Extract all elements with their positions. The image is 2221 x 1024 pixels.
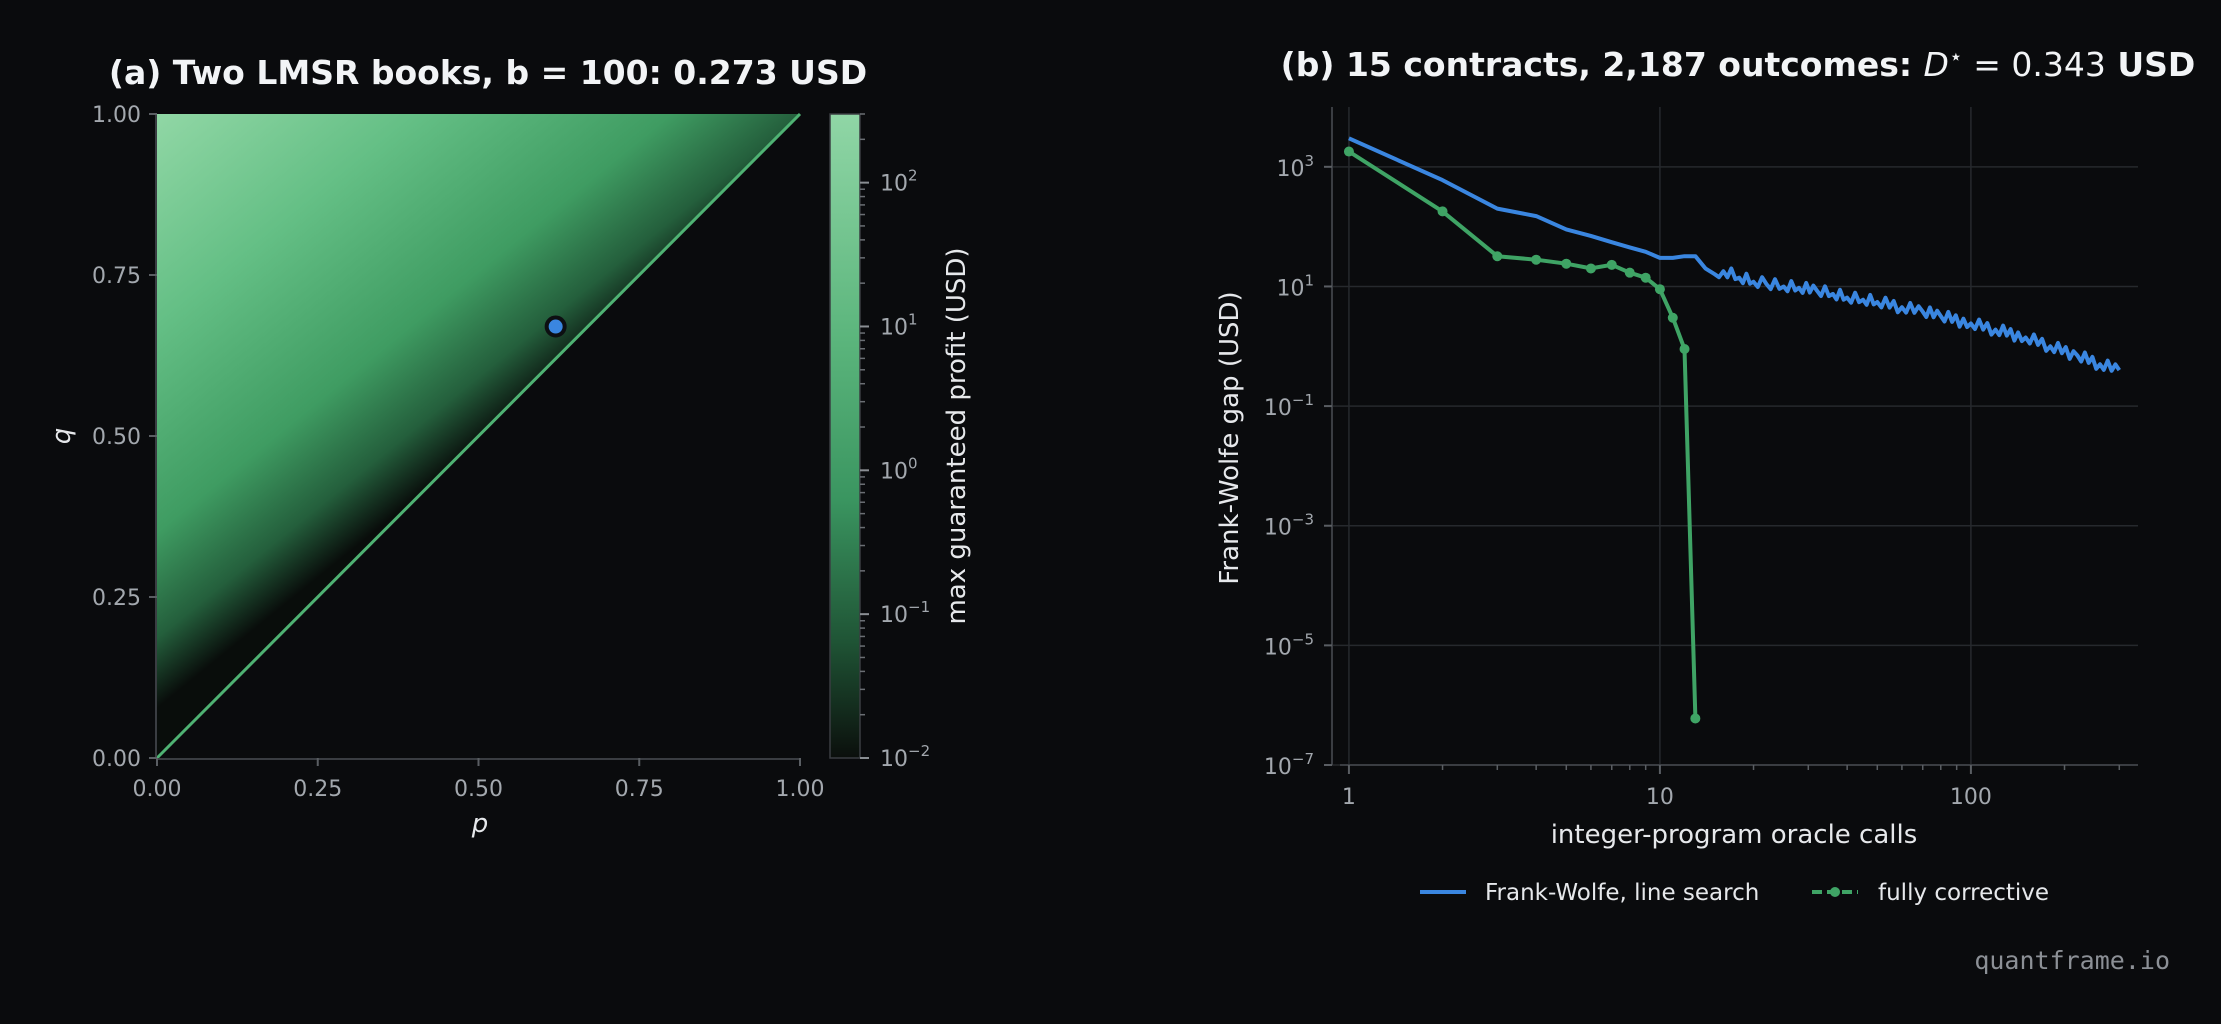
current-price-marker[interactable] [544, 315, 567, 338]
panel-a-title: (a) Two LMSR books, b = 100: 0.273 USD [109, 53, 867, 92]
x-tick-label-b: 100 [1950, 785, 1992, 810]
y-tick-label-b: 101 [1276, 271, 1314, 301]
x-tick-label-b: 1 [1342, 785, 1356, 810]
series-fully-corrective-markers [1343, 146, 1701, 724]
x-axis-label-a: p [471, 809, 489, 839]
x-tick-label-b: 10 [1646, 785, 1674, 810]
data-point-fully-corrective [1667, 312, 1678, 323]
legend-item-frank-wolfe[interactable]: Frank-Wolfe, line search [1420, 880, 1759, 906]
data-point-fully-corrective [1624, 267, 1635, 278]
x-tick-label-a: 0.25 [293, 777, 342, 802]
legend-item-fully-corrective[interactable]: fully corrective [1812, 880, 2049, 906]
legend-marker-green [1830, 887, 1840, 897]
y-ticks-b: 103 101 10−1 10−3 10−5 10−7 [1264, 152, 1332, 780]
colorbar-tick-label: 100 [880, 454, 918, 484]
data-point-fully-corrective [1585, 263, 1596, 274]
y-tick-label-a: 0.25 [92, 586, 141, 611]
y-axis-label-b: Frank-Wolfe gap (USD) [1215, 291, 1245, 584]
x-tick-label-a: 0.75 [615, 777, 664, 802]
colorbar-gradient [829, 113, 861, 759]
data-point-fully-corrective [1437, 206, 1448, 217]
colorbar-ticks: 102 101 100 10−1 10−2 [860, 113, 930, 772]
legend: Frank-Wolfe, line search fully correctiv… [1420, 880, 2049, 906]
colorbar-tick-label: 10−2 [880, 742, 930, 772]
x-ticks-b: 1 10 100 [1342, 765, 2121, 810]
heatmap-plot-area [155, 112, 802, 760]
data-point-fully-corrective [1492, 251, 1503, 262]
colorbar-label: max guaranteed profit (USD) [942, 247, 972, 624]
data-point-fully-corrective [1679, 344, 1690, 355]
colorbar: 102 101 100 10−1 10−2 max guaranteed profit … [829, 113, 972, 772]
y-ticks-a: 0.00 0.25 0.50 0.75 1.00 [92, 103, 157, 772]
grid-b [1332, 107, 2138, 766]
diagonal-line [155, 112, 802, 760]
panel-b: (b) 15 contracts, 2,187 outcomes: D⋆ = 0… [1215, 45, 2195, 906]
data-point-fully-corrective [1561, 258, 1572, 269]
y-tick-label-a: 0.75 [92, 264, 141, 289]
data-point-fully-corrective [1640, 272, 1651, 283]
legend-label-frank-wolfe: Frank-Wolfe, line search [1485, 880, 1759, 906]
y-tick-label-b: 10−3 [1264, 511, 1314, 541]
x-axis-label-b: integer-program oracle calls [1551, 820, 1918, 850]
x-ticks-a: 0.00 0.25 0.50 0.75 1.00 [133, 758, 825, 802]
x-tick-label-a: 1.00 [776, 777, 825, 802]
watermark: quantframe.io [1974, 946, 2170, 975]
y-tick-label-a: 1.00 [92, 103, 141, 128]
y-tick-label-b: 10−1 [1264, 391, 1314, 421]
y-tick-label-b: 10−5 [1264, 630, 1314, 660]
data-point-fully-corrective [1690, 713, 1701, 724]
data-point-fully-corrective [1343, 146, 1354, 157]
y-axis-label-a: q [47, 428, 77, 445]
y-tick-label-b: 103 [1276, 152, 1314, 182]
x-tick-label-a: 0.00 [133, 777, 182, 802]
data-point-fully-corrective [1606, 259, 1617, 270]
data-point-fully-corrective [1654, 284, 1665, 295]
data-point-fully-corrective [1531, 254, 1542, 265]
colorbar-tick-label: 101 [880, 310, 918, 340]
panel-a: (a) Two LMSR books, b = 100: 0.273 USD 0… [47, 53, 972, 839]
series-frank-wolfe-line [1348, 136, 2121, 373]
series-fully-corrective-line [1347, 149, 1698, 719]
panel-b-title: (b) 15 contracts, 2,187 outcomes: D⋆ = 0… [1281, 45, 2196, 84]
colorbar-tick-label: 102 [880, 167, 918, 197]
x-tick-label-a: 0.50 [454, 777, 503, 802]
colorbar-tick-label: 10−1 [880, 598, 930, 628]
legend-label-fully-corrective: fully corrective [1878, 880, 2049, 906]
y-tick-label-b: 10−7 [1264, 750, 1314, 780]
y-tick-label-a: 0.00 [92, 747, 141, 772]
y-tick-label-a: 0.50 [92, 425, 141, 450]
